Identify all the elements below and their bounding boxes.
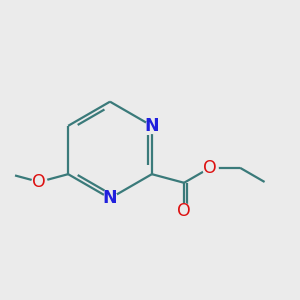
Text: N: N <box>103 189 117 207</box>
Text: O: O <box>177 202 191 220</box>
Text: O: O <box>32 173 46 191</box>
Text: O: O <box>203 159 217 177</box>
Text: N: N <box>145 117 159 135</box>
